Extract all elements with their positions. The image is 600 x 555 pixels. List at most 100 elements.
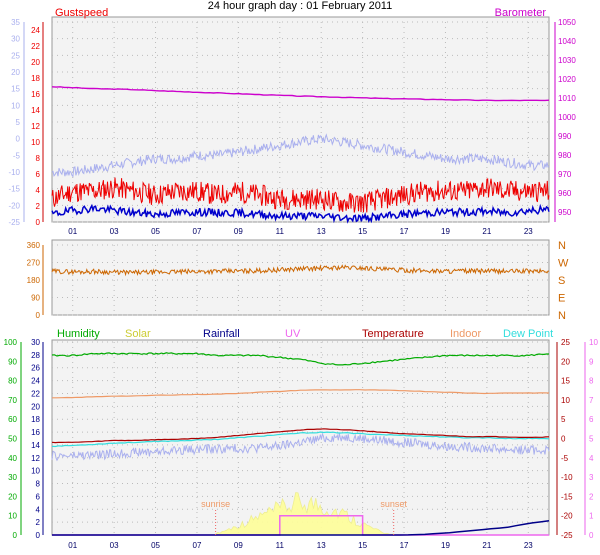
chart-title: 24 hour graph day : 01 February 2011 <box>208 0 392 12</box>
x-tick-label: 07 <box>193 227 202 236</box>
tick-label-baro: 990 <box>558 132 572 141</box>
legend-temperature: Temperature <box>362 328 424 340</box>
tick-label-uv: 1 <box>589 512 594 521</box>
series-indoor <box>52 389 550 399</box>
tick-label-baro: 1000 <box>558 113 576 122</box>
tick-label-gust: 2 <box>36 202 41 211</box>
compass-label: S <box>558 275 565 287</box>
tick-label-gust: 6 <box>36 170 41 179</box>
tick-label-baro: 1030 <box>558 56 576 65</box>
tick-label-temperature: -15 <box>561 492 573 501</box>
tick-label-direction: 180 <box>27 276 41 285</box>
series-windspeed <box>51 203 550 224</box>
x-tick-label: 07 <box>193 541 202 550</box>
tick-label-temp: -10 <box>8 168 20 177</box>
tick-label-rainfall: 24 <box>31 377 40 386</box>
series-temperature <box>51 428 550 444</box>
x-tick-label: 11 <box>276 541 285 550</box>
tick-label-gust: 14 <box>31 106 40 115</box>
x-tick-label: 01 <box>68 227 77 236</box>
tick-label-temperature: -5 <box>561 454 569 463</box>
x-tick-label: 01 <box>68 541 77 550</box>
tick-label-temp: -15 <box>8 185 20 194</box>
tick-label-gust: 18 <box>31 74 40 83</box>
tick-label-rainfall: 20 <box>31 402 40 411</box>
tick-label-gust: 16 <box>31 90 40 99</box>
x-tick-label: 19 <box>441 227 450 236</box>
tick-label-humidity: 90 <box>8 357 17 366</box>
tick-label-rainfall: 28 <box>31 351 40 360</box>
tick-label-rainfall: 2 <box>36 518 41 527</box>
tick-label-humidity: 100 <box>4 338 18 347</box>
x-tick-label: 19 <box>441 541 450 550</box>
x-tick-label: 09 <box>234 227 243 236</box>
tick-label-uv: 3 <box>589 473 594 482</box>
tick-label-uv: 0 <box>589 531 594 540</box>
series-barometer <box>51 86 550 102</box>
legend-rainfall: Rainfall <box>203 328 240 340</box>
legend-solar: Solar <box>125 328 151 340</box>
tick-label-baro: 1010 <box>558 94 576 103</box>
tick-label-temp: 10 <box>11 101 20 110</box>
series-dew-point <box>51 431 550 448</box>
x-tick-label: 09 <box>234 541 243 550</box>
tick-label-uv: 2 <box>589 492 594 501</box>
x-tick-label: 21 <box>482 541 491 550</box>
x-tick-label: 13 <box>317 227 326 236</box>
tick-label-uv: 9 <box>589 357 594 366</box>
tick-label-temp: 35 <box>11 18 20 27</box>
legend-uv: UV <box>285 328 301 340</box>
series-humidity <box>51 352 549 366</box>
tick-label-rainfall: 26 <box>31 364 40 373</box>
tick-label-gust: 10 <box>31 138 40 147</box>
tick-label-humidity: 30 <box>8 473 17 482</box>
tick-label-temp: -25 <box>8 218 20 227</box>
tick-label-rainfall: 16 <box>31 428 40 437</box>
tick-label-temp: 0 <box>16 135 21 144</box>
tick-label-humidity: 60 <box>8 415 17 424</box>
tick-label-rainfall: 18 <box>31 415 40 424</box>
x-tick-label: 05 <box>151 541 160 550</box>
series-temperature-outdoor <box>51 133 550 178</box>
series-solar <box>215 492 395 536</box>
tick-label-humidity: 70 <box>8 396 17 405</box>
sunrise-label: sunrise <box>201 499 230 509</box>
legend-dew-point: Dew Point <box>503 328 553 340</box>
tick-label-uv: 6 <box>589 415 594 424</box>
compass-label: E <box>558 293 565 305</box>
tick-label-rainfall: 10 <box>31 467 40 476</box>
tick-label-uv: 5 <box>589 435 594 444</box>
tick-label-rainfall: 14 <box>31 441 40 450</box>
tick-label-temp: 30 <box>11 35 20 44</box>
legend-humidity: Humidity <box>57 328 100 340</box>
tick-label-gust: 22 <box>31 42 40 51</box>
tick-label-humidity: 0 <box>13 531 18 540</box>
tick-label-temperature: 5 <box>561 415 566 424</box>
x-tick-label: 23 <box>524 227 533 236</box>
tick-label-humidity: 10 <box>8 512 17 521</box>
tick-label-uv: 8 <box>589 377 594 386</box>
tick-label-rainfall: 30 <box>31 338 40 347</box>
tick-label-rainfall: 12 <box>31 454 40 463</box>
tick-label-temperature: 0 <box>561 435 566 444</box>
series-outdoor-temperature <box>51 432 550 462</box>
tick-label-rainfall: 6 <box>36 492 41 501</box>
tick-label-rainfall: 22 <box>31 389 40 398</box>
series-rainfall <box>52 520 550 536</box>
x-tick-label: 03 <box>110 227 119 236</box>
tick-label-baro: 1050 <box>558 18 576 27</box>
tick-label-direction: 0 <box>36 311 41 320</box>
series-wind-direction <box>51 264 549 277</box>
panel-temperature-humidity: Humidity Solar Rainfall UV Temperature Indoor… <box>4 328 599 550</box>
tick-label-gust: 12 <box>31 122 40 131</box>
compass-label: N <box>558 240 566 252</box>
compass-label: W <box>558 258 569 270</box>
tick-label-temperature: 10 <box>561 396 570 405</box>
series-gustspeed <box>51 177 550 213</box>
x-tick-label: 17 <box>400 541 409 550</box>
x-tick-label: 05 <box>151 227 160 236</box>
tick-label-baro: 1020 <box>558 75 576 84</box>
tick-label-humidity: 50 <box>8 435 17 444</box>
